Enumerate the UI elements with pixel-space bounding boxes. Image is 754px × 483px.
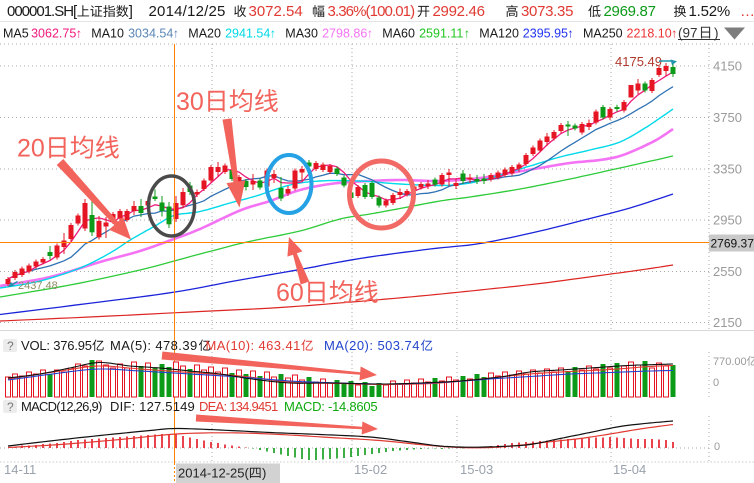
svg-text:3750: 3750 <box>713 110 742 125</box>
svg-text:0: 0 <box>713 377 719 389</box>
svg-text:3.36%(100.01): 3.36%(100.01) <box>328 3 416 20</box>
svg-text:2550: 2550 <box>713 264 742 279</box>
svg-text:1.52%: 1.52% <box>689 3 731 20</box>
svg-text:↑: ↑ <box>567 27 573 41</box>
svg-text:VOL: 376.95: VOL: 376.95 <box>21 338 92 353</box>
svg-text:2591.11: 2591.11 <box>419 27 463 41</box>
svg-text:MA250: MA250 <box>583 27 623 41</box>
svg-text:MA20: MA20 <box>188 27 221 41</box>
svg-text:4175.49: 4175.49 <box>615 54 662 69</box>
svg-text:MA(5): 478.39: MA(5): 478.39 <box>110 338 198 353</box>
svg-text:2941.54: 2941.54 <box>225 27 270 41</box>
svg-text:3062.75: 3062.75 <box>31 27 76 41</box>
svg-text:20: 20 <box>17 135 45 163</box>
svg-text:↑: ↑ <box>367 27 373 41</box>
svg-text:770.00: 770.00 <box>713 356 747 368</box>
svg-text:(97: (97 <box>678 26 698 41</box>
svg-text:MA(10): 463.41: MA(10): 463.41 <box>206 338 301 353</box>
svg-text:MA(20): 503.74: MA(20): 503.74 <box>324 338 420 353</box>
svg-text:MA30: MA30 <box>285 27 318 41</box>
svg-text:2950: 2950 <box>713 213 742 228</box>
svg-text:↑: ↑ <box>173 27 179 41</box>
svg-text:15-04: 15-04 <box>613 462 646 477</box>
svg-text:…: … <box>740 3 754 20</box>
svg-text:15-03: 15-03 <box>460 462 493 477</box>
svg-text:3034.54: 3034.54 <box>128 27 173 41</box>
svg-text:↑: ↑ <box>671 27 677 41</box>
svg-text:↑: ↑ <box>464 27 470 41</box>
svg-text:4150: 4150 <box>713 59 742 74</box>
svg-text:DEA: 134.9451: DEA: 134.9451 <box>199 399 278 414</box>
svg-text:2437.48: 2437.48 <box>18 280 58 292</box>
svg-text:000001.SH[: 000001.SH[ <box>7 3 78 20</box>
svg-text:?: ? <box>7 339 14 353</box>
svg-text:2218.10: 2218.10 <box>627 27 672 41</box>
svg-text:2769.37: 2769.37 <box>711 237 754 251</box>
svg-text:2014-12-25(: 2014-12-25( <box>178 466 249 481</box>
svg-text:MA5: MA5 <box>3 27 29 41</box>
svg-text:MA60: MA60 <box>382 27 415 41</box>
svg-text:↑: ↑ <box>270 27 276 41</box>
svg-text:2014/12/25: 2014/12/25 <box>149 3 226 20</box>
svg-text:DIF: 127.5149: DIF: 127.5149 <box>110 399 195 414</box>
svg-text:14-11: 14-11 <box>4 462 36 477</box>
svg-text:2150: 2150 <box>713 315 742 330</box>
svg-text:MA120: MA120 <box>479 27 519 41</box>
svg-text:): ) <box>714 26 719 41</box>
svg-text:0: 0 <box>714 441 720 453</box>
svg-text:15-02: 15-02 <box>354 462 387 477</box>
svg-text:2992.46: 2992.46 <box>433 3 485 20</box>
svg-text:?: ? <box>7 400 14 414</box>
svg-text:2395.95: 2395.95 <box>523 27 568 41</box>
svg-text:): ) <box>262 466 266 481</box>
svg-text:2798.86: 2798.86 <box>322 27 367 41</box>
svg-text:MACD(12,26,9): MACD(12,26,9) <box>21 399 102 414</box>
svg-text:3073.35: 3073.35 <box>521 3 573 20</box>
svg-text:30: 30 <box>176 88 204 116</box>
svg-text:MACD: -14.8605: MACD: -14.8605 <box>284 399 377 414</box>
svg-text:3350: 3350 <box>713 162 742 177</box>
svg-text:↑: ↑ <box>76 27 82 41</box>
svg-text:]: ] <box>129 3 133 20</box>
svg-text:MA10: MA10 <box>91 27 124 41</box>
svg-text:2969.87: 2969.87 <box>604 3 656 20</box>
svg-text:3072.54: 3072.54 <box>249 3 303 20</box>
svg-text:60: 60 <box>276 279 304 307</box>
